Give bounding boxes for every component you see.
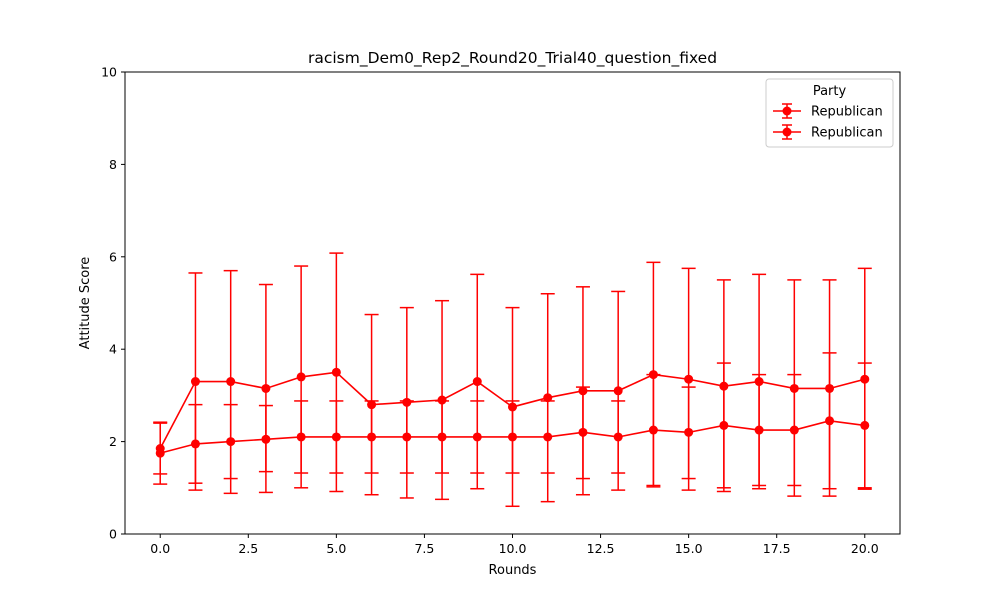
axis-ticks: 0.0 2.5 5.0 7.5 10.0 12.5 15.0 17.5 20.0 0 2 4 6 8 10 — [101, 65, 879, 557]
data-point — [472, 377, 482, 387]
data-point — [261, 383, 271, 393]
chart-title: racism_Dem0_Rep2_Round20_Trial40_questio… — [308, 49, 717, 68]
data-point — [648, 425, 658, 435]
data-point — [789, 425, 799, 435]
x-axis-title: Rounds — [489, 563, 537, 578]
data-point — [155, 448, 165, 458]
data-point — [331, 432, 341, 442]
data-point — [719, 420, 729, 430]
x-tick-label: 7.5 — [414, 541, 434, 556]
x-tick-label: 2.5 — [238, 541, 258, 556]
x-tick-label: 17.5 — [763, 541, 791, 556]
data-point — [296, 372, 306, 382]
x-tick-label: 12.5 — [587, 541, 615, 556]
x-tick-label: 20.0 — [851, 541, 879, 556]
x-tick-label: 0.0 — [150, 541, 170, 556]
legend-label: Republican — [811, 105, 883, 120]
data-point — [402, 432, 412, 442]
data-point — [543, 432, 553, 442]
data-point — [296, 432, 306, 442]
data-point — [261, 434, 271, 444]
legend-title: Party — [813, 84, 847, 99]
data-point — [684, 374, 694, 384]
data-point — [437, 432, 447, 442]
data-point — [754, 425, 764, 435]
data-point — [543, 393, 553, 403]
data-point — [613, 432, 623, 442]
y-tick-label: 0 — [109, 527, 117, 542]
legend-marker — [782, 106, 792, 116]
y-tick-label: 8 — [109, 157, 117, 172]
data-point — [578, 427, 588, 437]
legend-label: Republican — [811, 126, 883, 141]
data-point — [331, 367, 341, 377]
data-point — [472, 432, 482, 442]
x-tick-label: 15.0 — [675, 541, 703, 556]
legend: Party Republican Republican — [765, 78, 894, 148]
data-point — [367, 432, 377, 442]
x-tick-label: 5.0 — [326, 541, 346, 556]
legend-item: Republican — [773, 124, 883, 141]
legend-item: Republican — [773, 103, 883, 120]
data-point — [226, 437, 236, 447]
y-tick-label: 4 — [109, 342, 117, 357]
data-point — [860, 420, 870, 430]
legend-items: Republican Republican — [773, 103, 883, 141]
data-point — [684, 427, 694, 437]
data-point — [226, 377, 236, 387]
data-point — [437, 395, 447, 405]
data-point — [508, 432, 517, 442]
data-point — [613, 386, 623, 396]
data-point — [190, 439, 200, 449]
legend-marker — [782, 127, 792, 137]
data-point — [825, 416, 835, 426]
series-2 — [153, 352, 872, 490]
y-tick-label: 2 — [109, 434, 117, 449]
data-point — [190, 377, 200, 387]
y-tick-label: 6 — [109, 249, 117, 264]
y-axis-title: Attitude Score — [78, 257, 93, 350]
legend-box — [765, 78, 894, 148]
x-tick-label: 10.0 — [499, 541, 527, 556]
plot-area — [153, 252, 872, 508]
y-tick-label: 10 — [101, 65, 117, 80]
